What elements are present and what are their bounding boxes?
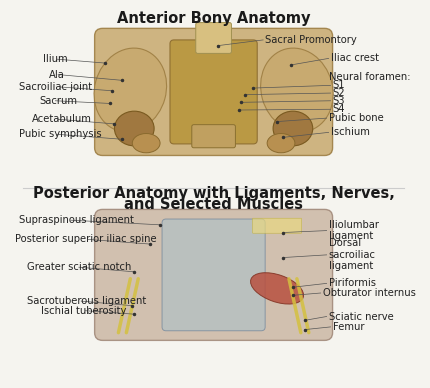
Text: Supraspinous ligament: Supraspinous ligament	[19, 215, 134, 225]
Ellipse shape	[250, 273, 303, 304]
Text: Iliolumbar
ligament: Iliolumbar ligament	[328, 220, 378, 241]
Ellipse shape	[273, 111, 312, 146]
Text: S2: S2	[332, 88, 344, 98]
FancyBboxPatch shape	[95, 210, 332, 340]
Text: Iliac crest: Iliac crest	[330, 54, 378, 63]
Text: Sacrotuberous ligament: Sacrotuberous ligament	[27, 296, 146, 306]
Text: Sciatic nerve: Sciatic nerve	[328, 312, 393, 322]
Ellipse shape	[114, 111, 154, 146]
FancyBboxPatch shape	[95, 28, 332, 156]
Text: S3: S3	[332, 96, 344, 106]
Text: Posterior Anatomy with Ligaments, Nerves,: Posterior Anatomy with Ligaments, Nerves…	[33, 187, 393, 201]
Text: Ischium: Ischium	[330, 127, 369, 137]
Text: Sacroiliac joint: Sacroiliac joint	[19, 82, 92, 92]
Text: Femur: Femur	[332, 322, 363, 332]
Text: Greater sciatic notch: Greater sciatic notch	[27, 262, 131, 272]
Text: S1: S1	[332, 80, 344, 90]
Text: Pubic bone: Pubic bone	[328, 113, 382, 123]
Text: Ilium: Ilium	[43, 54, 68, 64]
Text: Neural foramen:: Neural foramen:	[328, 71, 409, 81]
Text: Posterior superior iliac spine: Posterior superior iliac spine	[15, 234, 157, 244]
Text: Pubic symphysis: Pubic symphysis	[19, 129, 101, 139]
Text: S4: S4	[332, 104, 344, 114]
Text: Ala: Ala	[49, 69, 65, 80]
FancyBboxPatch shape	[252, 218, 301, 233]
Text: Dorsal
sacroiliac
ligament: Dorsal sacroiliac ligament	[328, 238, 375, 272]
Ellipse shape	[94, 48, 166, 132]
Text: Ischial tuberosity: Ischial tuberosity	[41, 306, 126, 316]
Ellipse shape	[132, 133, 160, 153]
Text: and Selected Muscles: and Selected Muscles	[124, 196, 302, 211]
FancyBboxPatch shape	[195, 23, 231, 54]
Ellipse shape	[260, 48, 332, 132]
Text: Sacral Promontory: Sacral Promontory	[264, 35, 356, 45]
FancyBboxPatch shape	[191, 125, 235, 148]
FancyBboxPatch shape	[162, 219, 264, 331]
Text: Anterior Bony Anatomy: Anterior Bony Anatomy	[117, 11, 310, 26]
Text: Sacrum: Sacrum	[39, 96, 77, 106]
FancyBboxPatch shape	[169, 40, 257, 144]
Text: Piriformis: Piriformis	[328, 278, 375, 288]
Ellipse shape	[267, 133, 294, 153]
Text: Acetabulum: Acetabulum	[32, 114, 92, 124]
Text: Obturator internus: Obturator internus	[322, 288, 415, 298]
